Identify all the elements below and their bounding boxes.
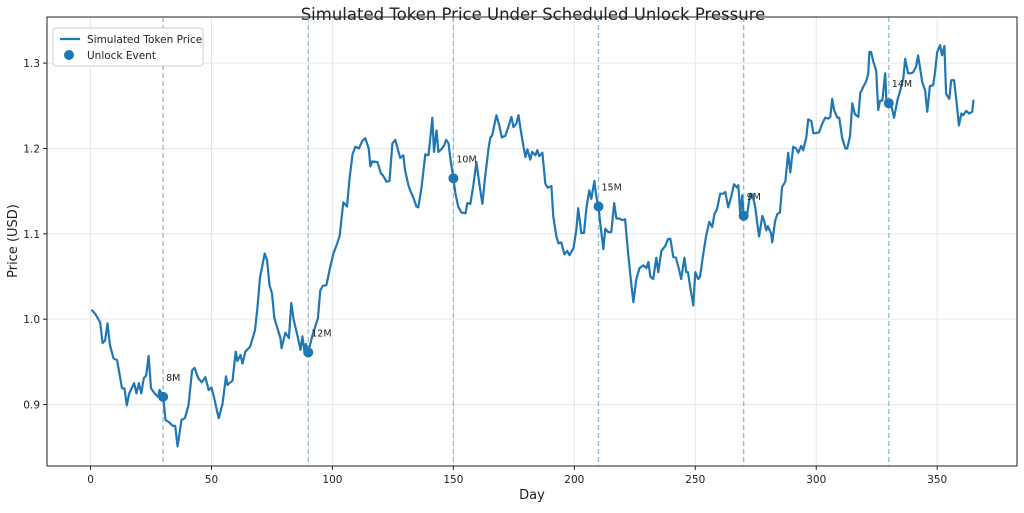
unlock-label: 9M <box>747 192 761 203</box>
price-line <box>90 44 975 448</box>
x-tick-label: 300 <box>806 474 826 486</box>
x-ticks: 0 50 100 150 200 250 300 350 <box>87 466 947 486</box>
y-tick-label: 0.9 <box>23 400 40 412</box>
x-tick-label: 250 <box>685 474 705 486</box>
plot-frame <box>46 16 1018 467</box>
legend-label-unlock: Unlock Event <box>87 50 156 62</box>
unlock-label: 15M <box>602 183 622 194</box>
chart-title: Simulated Token Price Under Scheduled Un… <box>301 5 766 24</box>
grid <box>47 17 1017 466</box>
unlock-marker <box>448 173 459 184</box>
x-tick-label: 50 <box>205 474 218 486</box>
legend: Simulated Token Price Unlock Event <box>52 27 204 67</box>
x-tick-label: 350 <box>927 474 947 486</box>
y-axis-label: Price (USD) <box>6 204 21 278</box>
unlock-marker <box>883 98 894 109</box>
unlock-markers: 8M 12M 10M 15M 9M 14M <box>158 79 912 402</box>
x-tick-label: 100 <box>322 474 342 486</box>
legend-box <box>52 27 204 67</box>
unlock-marker <box>593 201 604 212</box>
y-tick-label: 1.0 <box>23 314 40 326</box>
unlock-label: 14M <box>892 79 912 90</box>
unlock-label: 8M <box>166 373 180 384</box>
unlock-label: 10M <box>456 154 476 165</box>
x-tick-label: 150 <box>443 474 463 486</box>
y-tick-label: 1.1 <box>23 229 40 241</box>
unlock-marker <box>303 347 314 358</box>
unlock-label: 12M <box>311 328 331 339</box>
y-tick-label: 1.3 <box>23 58 40 70</box>
x-axis-label: Day <box>519 488 545 503</box>
x-tick-label: 200 <box>564 474 584 486</box>
legend-marker-swatch <box>64 50 74 60</box>
unlock-vlines <box>162 17 890 466</box>
y-tick-label: 1.2 <box>23 143 40 155</box>
legend-label-price: Simulated Token Price <box>87 34 202 46</box>
unlock-marker <box>158 391 169 402</box>
x-tick-label: 0 <box>87 474 94 486</box>
unlock-marker <box>738 210 749 221</box>
y-ticks: 0.9 1.0 1.1 1.2 1.3 <box>23 58 47 412</box>
